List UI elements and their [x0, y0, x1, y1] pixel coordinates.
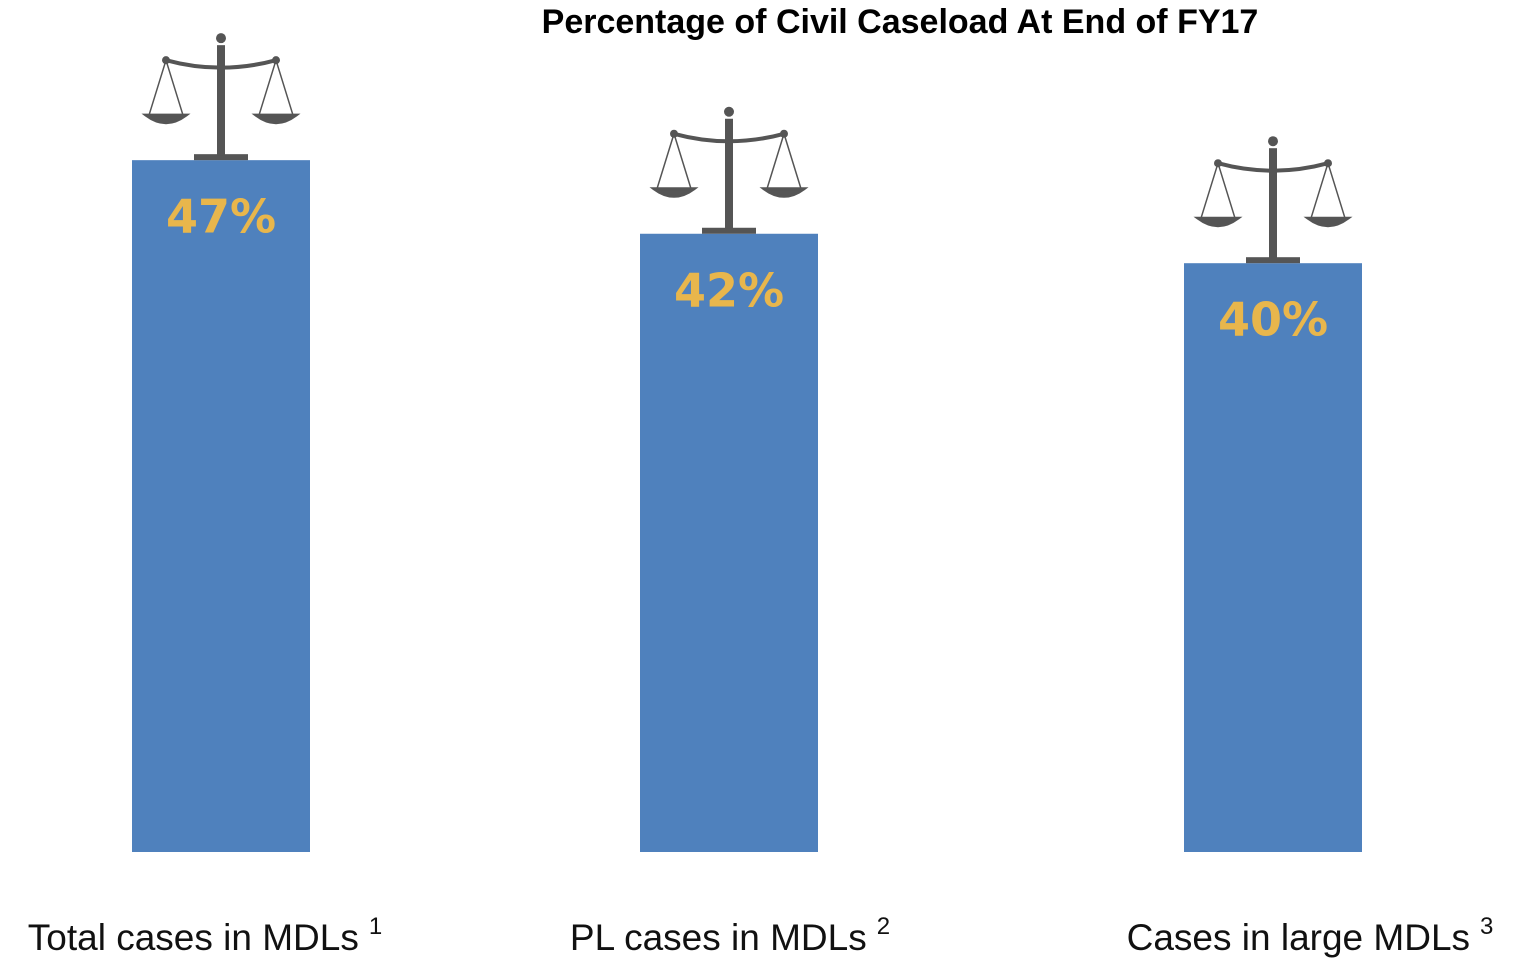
- value-label: 40%: [1218, 293, 1328, 347]
- icon-beam: [165, 58, 277, 70]
- icon-knob: [724, 106, 734, 117]
- icon-pan: [141, 113, 191, 125]
- scales-icon: [1193, 136, 1353, 264]
- icon-cord: [656, 133, 692, 189]
- category-label: Total cases in MDLs 1: [28, 913, 382, 957]
- icon-pan: [1193, 216, 1243, 228]
- icon-beam: [1217, 161, 1329, 173]
- scales-icon: [649, 106, 809, 234]
- icon-pan: [649, 187, 699, 198]
- chart-title: Percentage of Civil Caseload At End of F…: [542, 3, 1259, 41]
- icon-cord: [1200, 162, 1236, 219]
- icon-beam: [673, 131, 785, 144]
- category-note: 2: [877, 913, 890, 940]
- icon-base: [702, 227, 756, 234]
- category-label: Cases in large MDLs 3: [1127, 913, 1494, 957]
- scales-icon: [141, 33, 301, 161]
- icon-pole: [217, 45, 225, 156]
- bar: [132, 160, 310, 852]
- icon-knob: [216, 33, 226, 44]
- icon-knob: [1268, 136, 1278, 147]
- value-label: 42%: [674, 263, 784, 317]
- category-note: 1: [369, 913, 382, 940]
- icon-cord: [766, 133, 802, 189]
- icon-pan: [251, 113, 301, 125]
- category-label: PL cases in MDLs 2: [570, 913, 890, 957]
- value-label: 47%: [166, 190, 276, 244]
- icon-pole: [1269, 148, 1277, 259]
- category-note: 3: [1480, 913, 1493, 940]
- icon-base: [194, 154, 248, 161]
- bar: [640, 233, 818, 852]
- icon-pole: [725, 118, 733, 229]
- icon-cord: [148, 59, 184, 116]
- icon-base: [1246, 257, 1300, 264]
- category-name: PL cases in MDLs: [570, 917, 867, 958]
- icon-cord: [258, 59, 294, 116]
- icon-pan: [1303, 216, 1353, 228]
- bar: [1184, 263, 1362, 852]
- icon-cord: [1310, 162, 1346, 219]
- category-name: Total cases in MDLs: [28, 917, 359, 958]
- icon-pan: [759, 187, 809, 198]
- category-name: Cases in large MDLs: [1127, 917, 1470, 958]
